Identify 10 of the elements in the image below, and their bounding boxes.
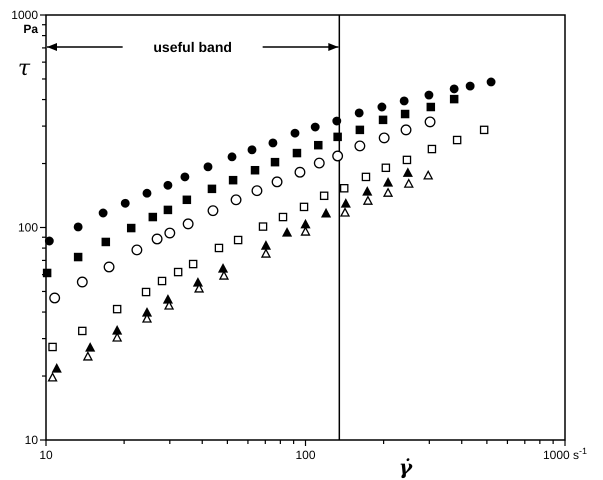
annotation: useful band [153, 39, 232, 55]
x-tick-label: 1000 s$^{-1}$ [542, 446, 588, 462]
x-tick-label: 100 [295, 448, 316, 462]
y-tick-label: 10 [24, 433, 38, 447]
y-axis-title: τ [18, 56, 31, 81]
y-tick-label: 100 [18, 220, 38, 234]
text: Pa [23, 22, 38, 36]
y-tick-label: 1000 [11, 8, 38, 22]
x-axis-title: γ̇ [398, 455, 413, 479]
x-tick-label: 10 [39, 448, 53, 462]
